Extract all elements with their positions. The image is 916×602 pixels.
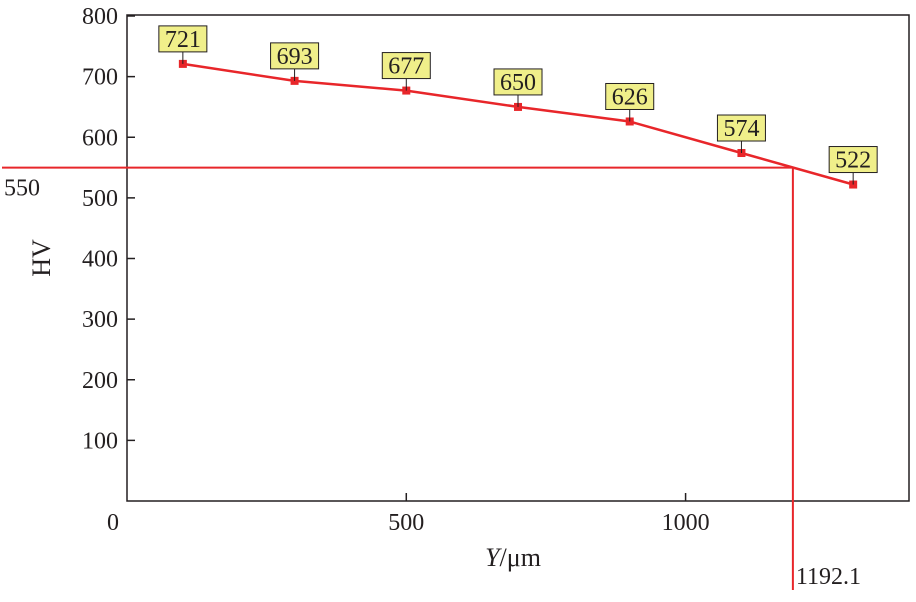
data-label: 650 bbox=[500, 70, 536, 96]
x-axis-variable: Y bbox=[485, 543, 502, 572]
y-axis-title: HV bbox=[27, 239, 56, 277]
data-label-box bbox=[158, 25, 208, 53]
y-tick-label: 600 bbox=[82, 125, 118, 151]
reference-label-550: 550 bbox=[4, 176, 40, 202]
x-tick-label: 0 bbox=[107, 510, 119, 536]
data-label: 693 bbox=[277, 44, 313, 70]
data-label: 721 bbox=[165, 27, 201, 53]
data-label-box bbox=[493, 68, 543, 96]
reference-label-1192: 1192.1 bbox=[796, 564, 861, 590]
data-point bbox=[178, 59, 187, 68]
x-axis-unit: /μm bbox=[500, 543, 541, 572]
y-tick-label: 200 bbox=[82, 368, 118, 394]
data-label-box bbox=[381, 52, 431, 80]
y-tick-label: 400 bbox=[82, 247, 118, 273]
data-label: 677 bbox=[388, 54, 424, 80]
data-label: 574 bbox=[723, 116, 759, 142]
data-label-box bbox=[828, 146, 878, 174]
y-tick-label: 100 bbox=[82, 428, 118, 454]
axis-ticks: 100 200 300 400 500 600 700 800 0 500 1000 bbox=[82, 4, 710, 536]
y-tick-label: 300 bbox=[82, 307, 118, 333]
x-axis-title: Y/μm bbox=[485, 543, 541, 572]
data-label: 626 bbox=[612, 84, 648, 110]
y-tick-label: 500 bbox=[82, 186, 118, 212]
y-tick-label: 800 bbox=[82, 4, 118, 30]
reference-lines: 550 1192.1 bbox=[2, 166, 861, 590]
data-label: 522 bbox=[835, 148, 871, 174]
data-label-box bbox=[270, 42, 320, 70]
x-tick-label: 1000 bbox=[662, 510, 710, 536]
y-tick-label: 700 bbox=[82, 65, 118, 91]
data-label-box bbox=[716, 114, 766, 142]
data-labels: 721 693 677 650 626 574 522 bbox=[158, 25, 878, 185]
x-tick-label: 500 bbox=[388, 510, 424, 536]
data-label-box bbox=[605, 82, 655, 110]
